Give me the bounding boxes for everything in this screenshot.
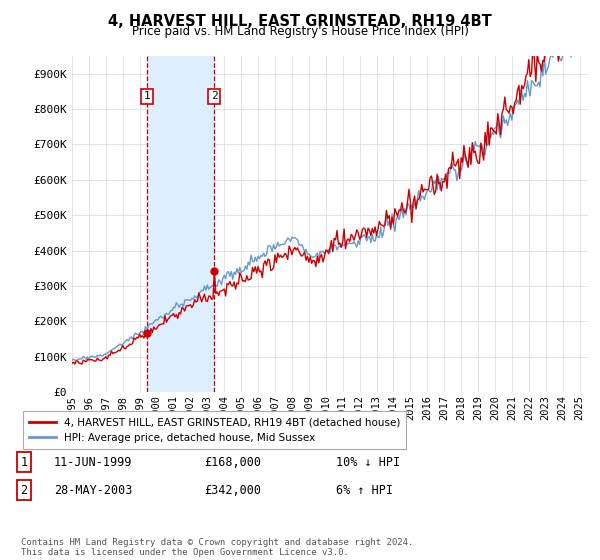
Text: 4, HARVEST HILL, EAST GRINSTEAD, RH19 4BT: 4, HARVEST HILL, EAST GRINSTEAD, RH19 4B…	[108, 14, 492, 29]
Text: 1: 1	[144, 91, 151, 101]
Bar	[147, 56, 214, 392]
Text: 6% ↑ HPI: 6% ↑ HPI	[336, 483, 393, 497]
Text: Contains HM Land Registry data © Crown copyright and database right 2024.
This d: Contains HM Land Registry data © Crown c…	[21, 538, 413, 557]
Text: 1: 1	[20, 455, 28, 469]
Legend: 4, HARVEST HILL, EAST GRINSTEAD, RH19 4BT (detached house), HPI: Average price, : 4, HARVEST HILL, EAST GRINSTEAD, RH19 4B…	[23, 411, 406, 449]
Text: Price paid vs. HM Land Registry's House Price Index (HPI): Price paid vs. HM Land Registry's House …	[131, 25, 469, 38]
Text: 10% ↓ HPI: 10% ↓ HPI	[336, 455, 400, 469]
Text: £342,000: £342,000	[204, 483, 261, 497]
Text: 28-MAY-2003: 28-MAY-2003	[54, 483, 133, 497]
Text: 2: 2	[211, 91, 217, 101]
Text: 2: 2	[20, 483, 28, 497]
Text: 11-JUN-1999: 11-JUN-1999	[54, 455, 133, 469]
Text: £168,000: £168,000	[204, 455, 261, 469]
